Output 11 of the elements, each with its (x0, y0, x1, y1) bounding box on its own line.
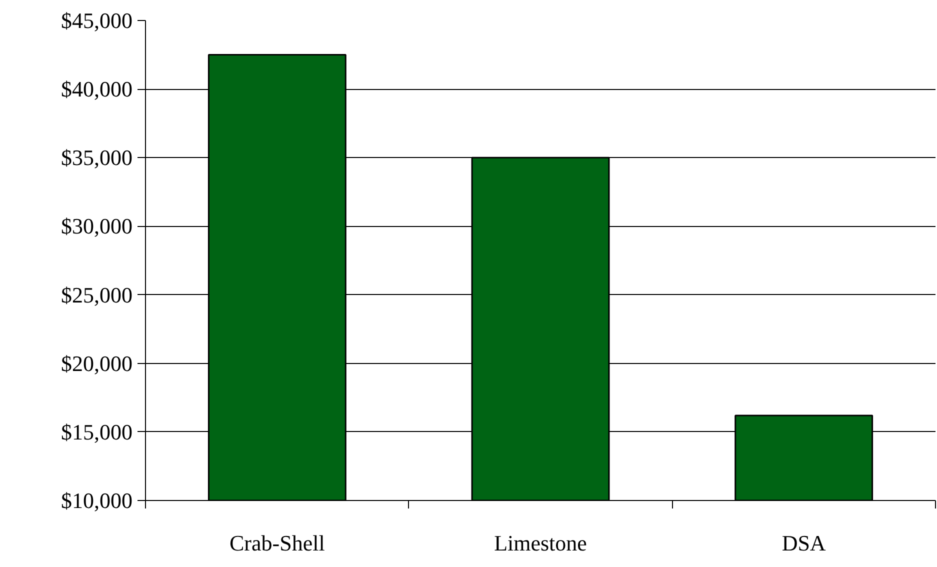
x-tick-label: DSA (782, 530, 826, 556)
y-tick-label: $20,000 (61, 350, 132, 376)
y-tick-label: $45,000 (61, 8, 132, 33)
y-tick-label: $10,000 (61, 488, 132, 513)
y-tick-label: $35,000 (61, 145, 132, 170)
x-tick-label: Crab-Shell (230, 530, 325, 556)
y-tick-label: $30,000 (61, 214, 132, 239)
y-tick-label: $15,000 (61, 419, 132, 444)
y-tick-label: $25,000 (61, 282, 132, 308)
x-tick-label: Limestone (494, 530, 587, 556)
y-tick-label: $40,000 (61, 76, 132, 102)
